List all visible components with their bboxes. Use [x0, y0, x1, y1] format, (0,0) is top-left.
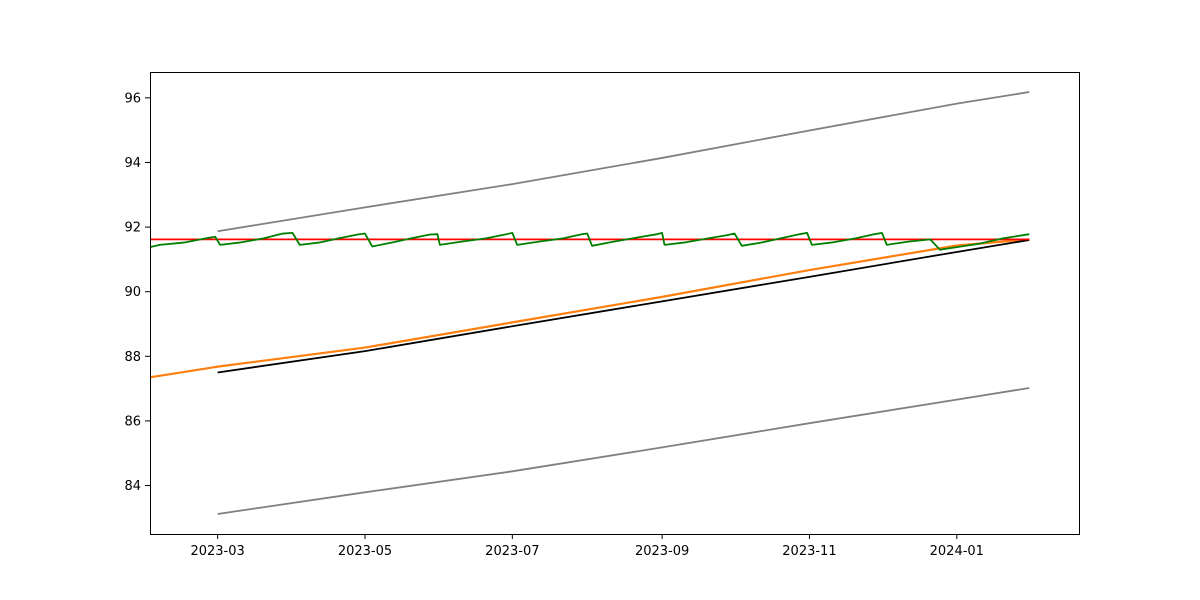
trend-line	[217, 239, 1030, 374]
upper-band-line	[217, 91, 1030, 233]
observed-line	[149, 238, 1030, 379]
y-tick-label: 86	[124, 414, 141, 429]
x-tick-label: 2023-05	[338, 544, 392, 559]
y-tick-label: 92	[124, 221, 141, 236]
x-tick-label: 2023-07	[485, 544, 539, 559]
y-tick-label: 88	[124, 350, 141, 365]
x-tick-label: 2023-09	[635, 544, 689, 559]
y-tick-label: 84	[124, 479, 141, 494]
x-tick-label: 2023-03	[190, 544, 244, 559]
series-layer	[149, 91, 1030, 515]
plot-frame	[150, 72, 1080, 535]
y-tick-label: 90	[124, 285, 141, 300]
x-tick-label: 2024-01	[930, 544, 984, 559]
y-axis: 84 86 88 90 92 94 96	[124, 91, 150, 494]
x-axis: 2023-03 2023-05 2023-07 2023-09 2023-11 2024-…	[190, 534, 984, 559]
y-tick-label: 94	[124, 156, 141, 171]
seasonal-line	[149, 231, 1030, 251]
lower-band-line	[217, 387, 1030, 515]
x-tick-label: 2023-11	[782, 544, 836, 559]
y-tick-label: 96	[124, 91, 141, 106]
